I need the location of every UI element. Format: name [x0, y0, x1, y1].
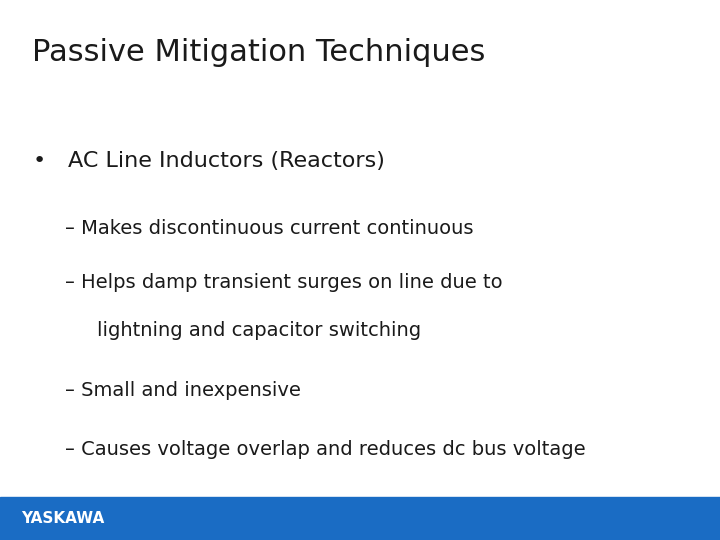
Text: – Small and inexpensive: – Small and inexpensive	[65, 381, 301, 400]
Text: – Causes voltage overlap and reduces dc bus voltage: – Causes voltage overlap and reduces dc …	[65, 440, 585, 459]
Text: AC Line Inductors (Reactors): AC Line Inductors (Reactors)	[68, 151, 385, 171]
Text: YASKAWA: YASKAWA	[22, 511, 105, 526]
Text: – Makes discontinuous current continuous: – Makes discontinuous current continuous	[65, 219, 473, 238]
Text: lightning and capacitor switching: lightning and capacitor switching	[97, 321, 421, 340]
Text: – Helps damp transient surges on line due to: – Helps damp transient surges on line du…	[65, 273, 503, 292]
Bar	[0, 497, 720, 540]
Text: Passive Mitigation Techniques: Passive Mitigation Techniques	[32, 38, 486, 67]
Text: •: •	[32, 151, 45, 171]
